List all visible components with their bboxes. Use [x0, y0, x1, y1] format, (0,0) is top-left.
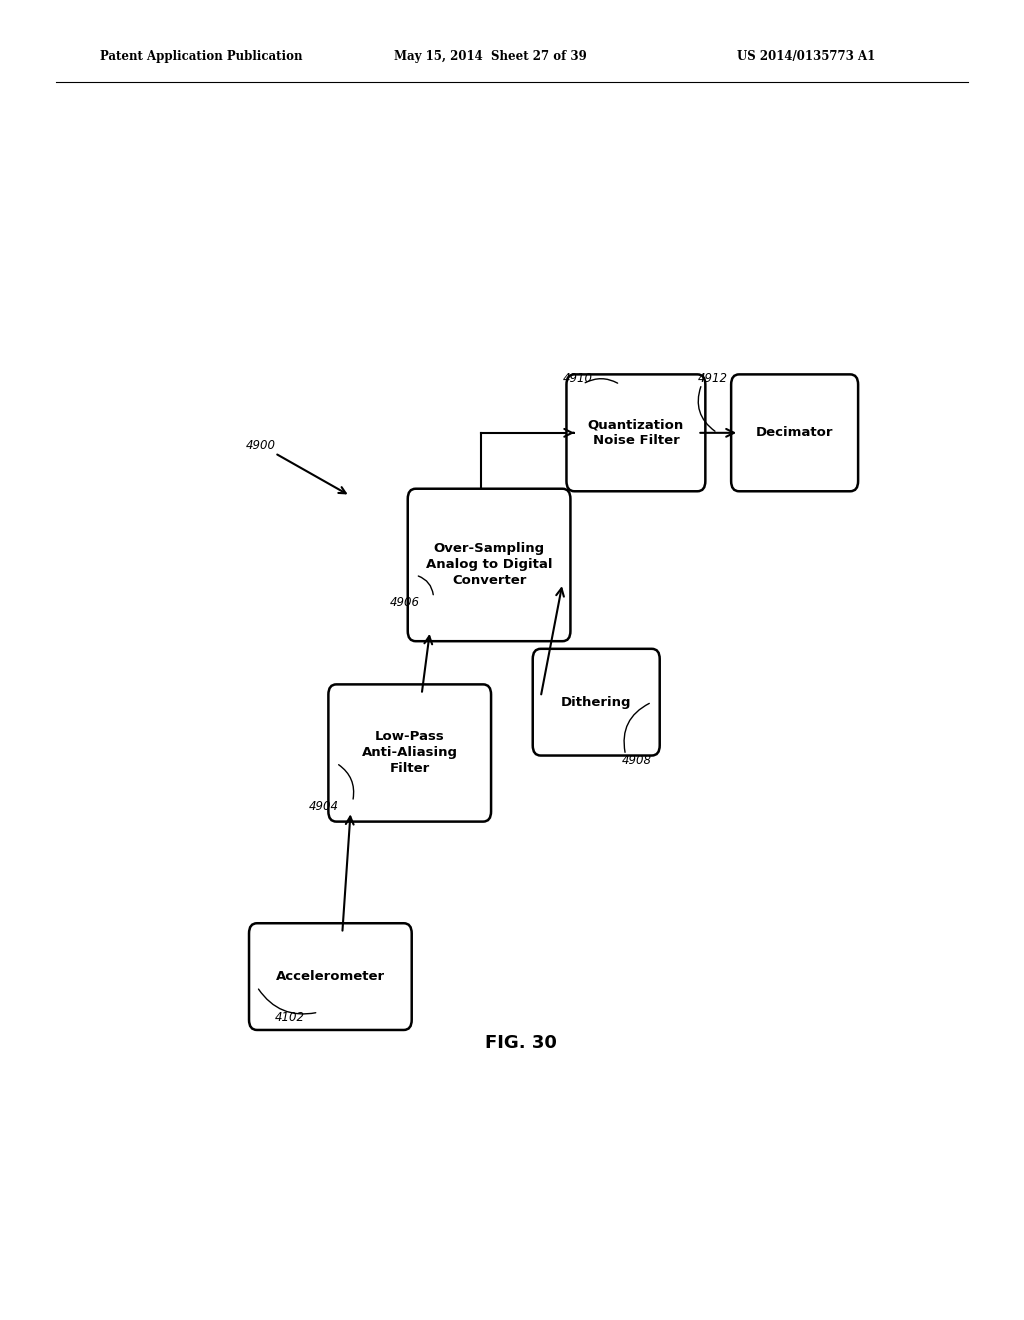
FancyBboxPatch shape — [566, 375, 706, 491]
Text: 4906: 4906 — [390, 597, 420, 609]
FancyBboxPatch shape — [249, 923, 412, 1030]
Text: 4904: 4904 — [309, 800, 339, 813]
FancyBboxPatch shape — [408, 488, 570, 642]
Text: 4102: 4102 — [274, 1011, 305, 1024]
Text: Low-Pass
Anti-Aliasing
Filter: Low-Pass Anti-Aliasing Filter — [361, 730, 458, 775]
FancyBboxPatch shape — [532, 649, 659, 755]
Text: FIG. 30: FIG. 30 — [485, 1034, 557, 1052]
Text: Over-Sampling
Analog to Digital
Converter: Over-Sampling Analog to Digital Converte… — [426, 543, 552, 587]
Text: Patent Application Publication: Patent Application Publication — [100, 50, 303, 63]
Text: US 2014/0135773 A1: US 2014/0135773 A1 — [737, 50, 876, 63]
Text: Accelerometer: Accelerometer — [275, 970, 385, 983]
Text: 4908: 4908 — [622, 754, 651, 767]
FancyBboxPatch shape — [731, 375, 858, 491]
Text: Decimator: Decimator — [756, 426, 834, 440]
Text: 4912: 4912 — [697, 372, 728, 385]
Text: Quantization
Noise Filter: Quantization Noise Filter — [588, 418, 684, 447]
FancyBboxPatch shape — [329, 684, 492, 821]
Text: 4900: 4900 — [246, 438, 275, 451]
Text: 4910: 4910 — [563, 372, 593, 385]
Text: May 15, 2014  Sheet 27 of 39: May 15, 2014 Sheet 27 of 39 — [394, 50, 587, 63]
Text: Dithering: Dithering — [561, 696, 632, 709]
